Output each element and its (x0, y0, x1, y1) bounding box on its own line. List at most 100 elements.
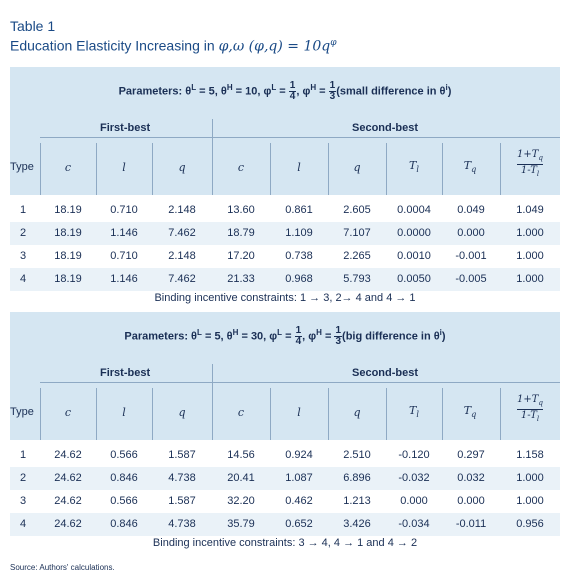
cell-ratio: 1.000 (516, 495, 544, 507)
cell-type: 3 (20, 250, 27, 262)
col-divider (328, 143, 329, 195)
cell-ratio: 1.000 (516, 472, 544, 484)
cell-c2: 13.60 (227, 204, 255, 216)
col-header-q: q (178, 406, 186, 419)
params-sup-h: H (226, 82, 233, 92)
frac-den: 3 (329, 91, 336, 102)
cell-tl: -0.034 (398, 518, 430, 530)
cell-c: 18.19 (54, 273, 82, 285)
col-divider (96, 388, 97, 440)
cell-type: 1 (20, 204, 27, 216)
cell-c2: 18.79 (227, 227, 255, 239)
params-tail: (small difference in θ (336, 85, 446, 98)
params-tail: (big difference in θ (342, 330, 440, 343)
col-divider (40, 143, 41, 195)
cell-l: 0.566 (110, 495, 138, 507)
cell-l2: 0.738 (285, 250, 313, 262)
col-header-l: l (122, 161, 126, 174)
cell-c: 18.19 (54, 250, 82, 262)
ratio-den-sub: l (536, 170, 540, 178)
col-divider (40, 388, 41, 440)
table-row (10, 222, 560, 245)
table-row (10, 444, 560, 467)
cell-l2: 0.861 (285, 204, 313, 216)
tl-sub: l (416, 165, 419, 175)
cell-tl: 0.0010 (397, 250, 431, 262)
params-phi-l: L (271, 82, 277, 92)
col-header-ratio: 1+Tq 1-Tl (500, 394, 560, 425)
tq-letter: T (463, 159, 472, 172)
params-tail-sup: i (439, 327, 442, 337)
tq-letter: T (463, 404, 472, 417)
params-sup-l: L (197, 327, 202, 337)
params-tail-sup: i (445, 82, 448, 92)
cell-ratio: 1.000 (516, 250, 544, 262)
ratio-num: 1+Tq (517, 149, 543, 165)
col-header-c: c (64, 406, 72, 419)
col-divider (270, 143, 271, 195)
col-divider (270, 388, 271, 440)
col-header-q2: q (353, 161, 361, 174)
col-divider (442, 388, 443, 440)
col-divider (386, 143, 387, 195)
panel-header-band (10, 67, 560, 195)
cell-tl: 0.0004 (397, 204, 431, 216)
cell-q2: 7.107 (343, 227, 371, 239)
cell-q2: 5.793 (343, 273, 371, 285)
col-header-c2: c (237, 406, 245, 419)
cell-c2: 35.79 (227, 518, 255, 530)
cell-ratio: 0.956 (516, 518, 544, 530)
cell-c2: 14.56 (227, 449, 255, 461)
table-row (10, 467, 560, 490)
cell-l: 0.846 (110, 472, 138, 484)
ratio-den: 1-Tl (517, 410, 543, 425)
params-prefix: Parameters: θ (118, 85, 192, 98)
cell-ratio: 1.049 (516, 204, 544, 216)
divider-horizontal (40, 137, 560, 138)
params-mid2: = 10, φ (232, 85, 272, 98)
tl-sub: l (416, 410, 419, 420)
params-mid1: = 5, θ (201, 330, 233, 343)
cell-type: 1 (20, 449, 27, 461)
tl-letter: T (409, 404, 417, 417)
ratio-den: 1-Tl (517, 165, 543, 180)
cell-q2: 3.426 (343, 518, 371, 530)
cell-l: 1.146 (110, 273, 138, 285)
cell-ratio: 1.000 (516, 273, 544, 285)
cell-tq: -0.005 (455, 273, 487, 285)
table-row (10, 490, 560, 513)
col-divider (152, 143, 153, 195)
frac-num: 1 (294, 325, 303, 337)
cell-q2: 1.213 (343, 495, 371, 507)
cell-tl: -0.120 (398, 449, 430, 461)
params-close: ) (441, 330, 446, 343)
cell-type: 3 (20, 495, 27, 507)
cell-tq: 0.297 (457, 449, 485, 461)
cell-c: 24.62 (54, 518, 82, 530)
params-phi-h: H (310, 82, 317, 92)
divider-vertical (212, 119, 213, 195)
cell-c2: 21.33 (227, 273, 255, 285)
first-best-label: First-best (100, 122, 151, 134)
ratio-den-sub: l (536, 415, 540, 423)
params-phi-l: L (277, 327, 283, 337)
params-phi-h: H (316, 327, 322, 337)
col-header-q: q (178, 161, 186, 174)
col-header-tl: Tl (386, 159, 442, 174)
cell-tq: -0.001 (455, 250, 487, 262)
cell-type: 2 (20, 227, 27, 239)
cell-c2: 17.20 (227, 250, 255, 262)
cell-l2: 0.924 (285, 449, 313, 461)
col-header-c2: c (237, 161, 245, 174)
cell-tl: 0.0050 (397, 273, 431, 285)
cell-q: 1.587 (168, 495, 196, 507)
col-divider (386, 388, 387, 440)
col-divider (96, 143, 97, 195)
col-header-c: c (64, 161, 72, 174)
ratio-num: 1+Tq (517, 394, 543, 410)
